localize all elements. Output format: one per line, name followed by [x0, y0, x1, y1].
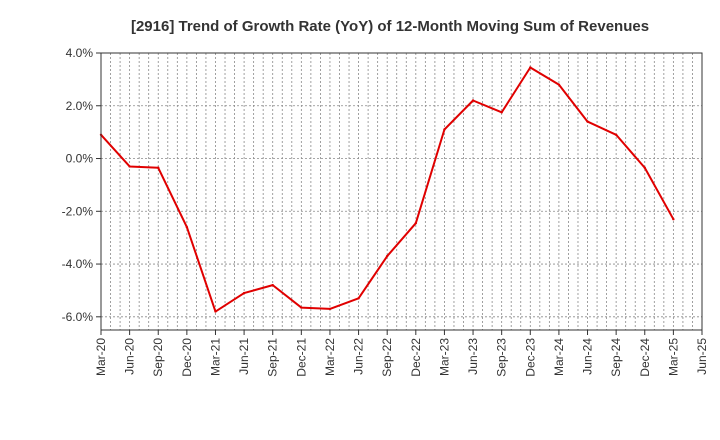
x-tick-label: Dec-22 — [409, 338, 423, 377]
data-point — [500, 111, 503, 114]
data-point — [471, 99, 475, 102]
data-point — [385, 254, 389, 258]
x-tick-label: Mar-23 — [437, 338, 451, 376]
x-tick-label: Dec-20 — [180, 338, 194, 377]
x-tick-label: Sep-24 — [609, 338, 623, 377]
y-axis: 4.0% 2.0% 0.0% -2.0% -4.0% -6.0% — [62, 46, 101, 324]
data-point — [643, 166, 646, 169]
chart-title: [2916] Trend of Growth Rate (YoY) of 12-… — [131, 18, 649, 35]
x-axis: Mar-20 Jun-20 Sep-20 Dec-20 Mar-21 Jun-21 Sep-… — [94, 330, 709, 377]
plot-area — [101, 53, 702, 330]
x-tick-label: Jun-20 — [123, 338, 137, 375]
x-tick-label: Mar-24 — [552, 338, 566, 376]
grid-lines — [101, 53, 702, 330]
y-tick-label: 0.0% — [66, 152, 94, 166]
x-tick-label: Mar-22 — [323, 338, 337, 376]
data-point — [443, 128, 446, 131]
x-tick-label: Jun-21 — [237, 338, 251, 375]
data-point — [328, 307, 332, 311]
x-tick-label: Jun-25 — [695, 338, 709, 375]
series-layer — [99, 66, 675, 313]
data-point — [357, 297, 360, 300]
x-tick-label: Jun-22 — [352, 338, 366, 375]
data-point — [414, 221, 418, 225]
data-point — [529, 66, 532, 69]
x-tick-label: Jun-24 — [581, 338, 595, 375]
y-tick-label: 4.0% — [66, 46, 94, 60]
x-tick-label: Sep-22 — [380, 338, 394, 377]
data-point — [586, 120, 589, 123]
y-tick-label: -6.0% — [62, 310, 94, 324]
x-tick-label: Sep-21 — [266, 338, 280, 377]
x-tick-label: Dec-21 — [294, 338, 308, 377]
x-tick-label: Mar-21 — [208, 338, 222, 376]
plot-frame — [100, 52, 703, 331]
data-point — [185, 225, 189, 229]
data-point — [214, 310, 217, 313]
data-point — [242, 291, 246, 295]
x-tick-label: Sep-23 — [495, 338, 509, 377]
x-tick-label: Dec-23 — [523, 338, 537, 377]
x-tick-label: Jun-23 — [466, 338, 480, 375]
data-point — [271, 283, 274, 287]
y-tick-label: -2.0% — [62, 204, 94, 218]
y-tick-label: -4.0% — [62, 257, 94, 271]
data-point — [557, 83, 561, 86]
data-point — [128, 165, 131, 168]
x-tick-label: Sep-20 — [151, 338, 165, 377]
x-tick-label: Mar-25 — [666, 338, 680, 376]
data-point — [157, 166, 160, 169]
data-point — [672, 218, 675, 221]
x-tick-label: Mar-20 — [94, 338, 108, 376]
x-tick-label: Dec-24 — [638, 338, 652, 377]
data-point — [300, 306, 303, 309]
y-tick-label: 2.0% — [66, 99, 94, 113]
data-point — [614, 133, 618, 136]
